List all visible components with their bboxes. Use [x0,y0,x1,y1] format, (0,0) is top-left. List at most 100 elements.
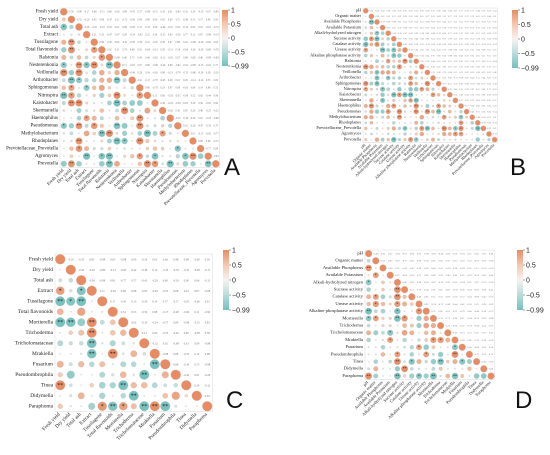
correlation-value: -0.39 [464,50,468,52]
correlation-circle [389,288,392,291]
significance-star: ** [77,62,81,67]
correlation-circle [387,329,394,336]
significance-star: ** [123,108,127,113]
correlation-value: -0.10 [442,83,446,85]
correlation-circle [426,138,429,141]
correlation-circle [160,359,171,370]
correlation-circle [437,132,440,136]
correlation-circle [153,109,157,113]
colorbar-tick-label: −0.5 [231,50,245,57]
correlation-value: -0.42 [408,33,412,35]
significance-star: ** [395,287,399,292]
correlation-value: -0.10 [425,44,429,46]
correlation-circle [107,93,112,98]
correlation-circle [139,401,150,412]
correlation-circle [380,31,385,35]
correlation-circle [416,315,422,322]
correlation-circle [443,138,446,141]
significance-star: ** [409,93,413,97]
correlation-value: 0.92 [424,303,429,306]
correlation-value: 0.12 [191,34,196,37]
correlation-circle [397,86,402,92]
correlation-value: -0.67 [403,33,407,35]
correlation-circle [430,75,436,81]
correlation-value: 0.21 [142,331,148,335]
correlation-value: 0.98 [160,72,165,75]
correlation-circle [408,81,414,87]
row-label: Tussilagone [34,40,59,45]
correlation-circle [78,361,85,368]
correlation-circle [92,131,96,136]
correlation-circle [75,23,83,31]
correlation-value: 0.57 [163,299,169,303]
correlation-value: 0.68 [410,252,415,255]
correlation-circle [423,351,430,358]
correlation-value: 0.57 [138,11,143,14]
correlation-circle [122,78,127,83]
correlation-circle [486,131,492,137]
correlation-value: -0.76 [474,317,480,320]
correlation-circle [70,33,73,36]
correlation-circle [75,68,83,77]
correlation-value: -0.62 [474,260,480,263]
correlation-circle [452,125,458,131]
correlation-value: 0.18 [470,61,474,63]
correlation-value: 0.49 [403,267,408,270]
correlation-circle [438,366,443,371]
significance-star: ** [206,161,210,166]
correlation-value: 0.60 [454,50,458,52]
correlation-value: -0.98 [190,64,196,67]
correlation-value: -0.70 [459,72,463,74]
correlation-circle [465,350,473,358]
correlation-value: 0.85 [89,257,95,261]
correlation-value: -0.52 [470,27,474,29]
correlation-value: 0.01 [168,11,173,14]
correlation-value: 0.74 [439,317,444,320]
correlation-value: -0.41 [141,278,148,282]
correlation-circle [69,310,72,313]
correlation-circle [364,32,367,35]
correlation-value: 0.98 [459,61,463,63]
correlation-value: 0.91 [205,299,211,303]
correlation-circle [480,373,487,379]
correlation-circle [380,344,386,350]
correlation-circle [437,88,440,91]
correlation-value: -0.35 [162,268,169,272]
significance-star: ** [57,320,63,326]
correlation-value: 0.25 [476,89,480,91]
correlation-circle [123,162,126,165]
correlation-circle [113,61,121,69]
correlation-value: -0.48 [373,252,379,255]
correlation-value: 0.55 [194,362,200,366]
correlation-circle [431,345,436,350]
correlation-value: 0.70 [475,339,480,342]
correlation-circle [418,353,420,356]
correlation-circle [398,71,401,74]
correlation-value: -0.55 [175,117,181,120]
correlation-value: 0.62 [446,310,451,313]
correlation-circle [446,346,449,349]
correlation-circle [152,146,158,151]
correlation-value: -0.65 [190,56,196,59]
correlation-circle [437,127,440,130]
correlation-value: 0.09 [424,274,429,277]
correlation-circle [143,363,146,366]
correlation-circle [99,361,106,368]
correlation-circle [416,322,422,329]
correlation-value: -0.45 [120,299,127,303]
correlation-value: 0.34 [183,64,188,67]
correlation-value: 0.78 [454,16,458,18]
correlation-circle [382,375,384,377]
significance-star: * [63,24,65,29]
correlation-circle [426,116,429,119]
correlation-circle [392,88,395,91]
correlation-value: -0.30 [481,303,487,306]
correlation-circle [364,21,367,23]
correlation-circle [108,401,118,411]
correlation-circle [398,99,401,102]
correlation-value: 0.20 [482,346,487,349]
correlation-value: 0.09 [131,257,137,261]
correlation-value: 0.17 [138,26,143,29]
correlation-value: -0.91 [431,22,435,24]
correlation-value: 0.59 [107,26,112,29]
